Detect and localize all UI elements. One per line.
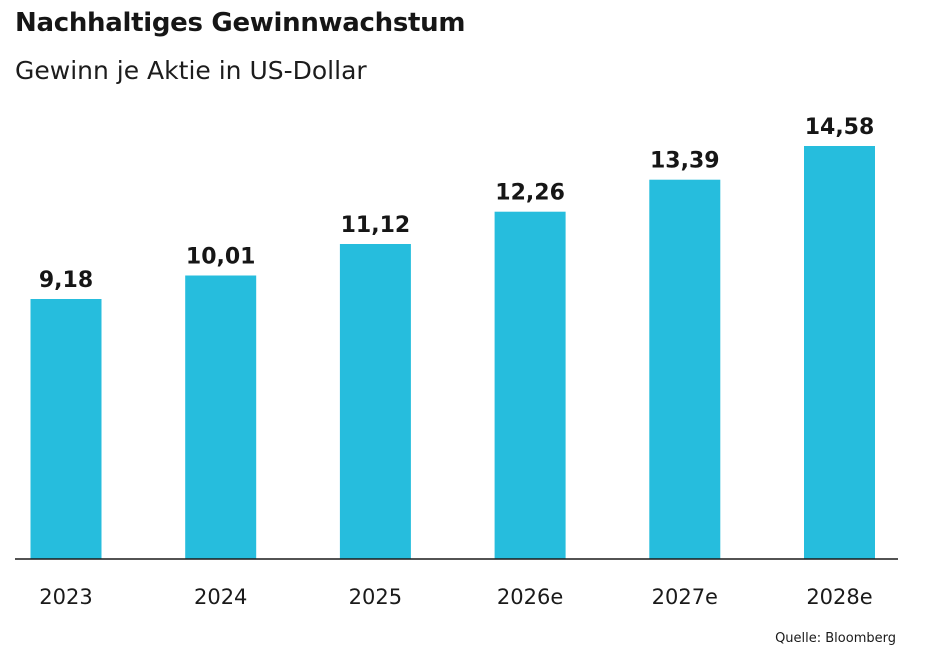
x-axis-tick-labels: 2023 2024 2025 2026e 2027e 2028e xyxy=(39,585,872,609)
value-label-2027e: 13,39 xyxy=(650,149,720,174)
bar-2023 xyxy=(30,299,102,559)
value-label-2026e: 12,26 xyxy=(495,181,565,206)
x-tick-label-2025: 2025 xyxy=(349,585,402,609)
chart-title: Nachhaltiges Gewinnwachstum xyxy=(15,8,466,38)
bar-2024 xyxy=(185,275,257,559)
bar-2027e xyxy=(649,179,721,559)
value-label-2024: 10,01 xyxy=(186,245,256,270)
chart-subtitle: Gewinn je Aktie in US-Dollar xyxy=(15,56,367,85)
value-label-2025: 11,12 xyxy=(341,213,411,238)
x-tick-label-2027e: 2027e xyxy=(652,585,718,609)
x-tick-label-2026e: 2026e xyxy=(497,585,563,609)
bars-group xyxy=(30,146,875,559)
bar-2028e xyxy=(804,146,875,559)
x-tick-label-2028e: 2028e xyxy=(806,585,872,609)
value-label-2023: 9,18 xyxy=(39,268,93,293)
source-note: Quelle: Bloomberg xyxy=(775,631,896,646)
x-tick-label-2023: 2023 xyxy=(39,585,92,609)
value-labels-group: 9,18 10,01 11,12 12,26 13,39 14,58 xyxy=(39,115,874,293)
x-tick-label-2024: 2024 xyxy=(194,585,247,609)
value-label-2028e: 14,58 xyxy=(805,115,875,140)
bar-2025 xyxy=(339,244,411,559)
bar-2026e xyxy=(494,211,566,559)
